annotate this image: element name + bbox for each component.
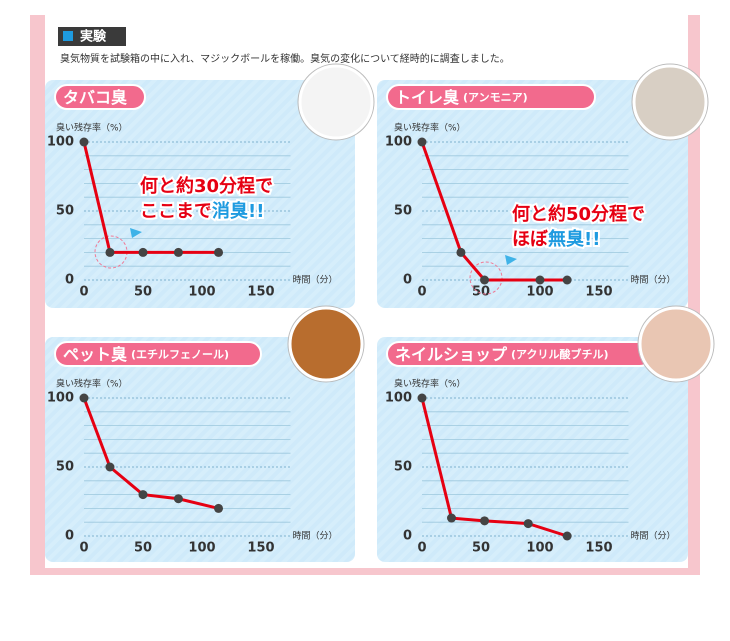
y-tick-label: 100 bbox=[47, 391, 74, 406]
chart-title-text: ネイルショップ bbox=[395, 345, 508, 364]
x-tick-label: 100 bbox=[188, 285, 215, 300]
photo bbox=[638, 306, 714, 382]
chart-title: トイレ臭 (アンモニア) bbox=[395, 88, 528, 107]
x-tick-label: 50 bbox=[134, 285, 152, 300]
panel bbox=[377, 337, 688, 562]
data-point bbox=[523, 519, 533, 529]
x-tick-label: 150 bbox=[585, 285, 612, 300]
photo bbox=[298, 64, 374, 140]
y-axis-label: 臭い残存率（%） bbox=[394, 378, 466, 390]
chart-subtitle: (エチルフェノール) bbox=[131, 348, 229, 361]
photo-ring bbox=[637, 305, 715, 383]
x-tick-label: 50 bbox=[472, 285, 490, 300]
y-tick-label: 0 bbox=[65, 273, 74, 288]
x-tick-label: 150 bbox=[247, 541, 274, 556]
x-axis-label: 時間（分） bbox=[631, 275, 676, 286]
y-tick-label: 0 bbox=[65, 529, 74, 544]
x-tick-label: 0 bbox=[79, 541, 88, 556]
y-tick-label: 100 bbox=[385, 135, 412, 150]
annotation: 何と約50分程で bbox=[512, 203, 645, 225]
annotation-text: ここまで bbox=[140, 201, 212, 222]
data-point bbox=[480, 516, 490, 526]
chart-title-text: トイレ臭 bbox=[395, 88, 459, 107]
annotation-text: ほぼ bbox=[512, 229, 549, 250]
annotation: ほぼ無臭!! bbox=[512, 228, 600, 250]
data-point bbox=[138, 247, 148, 257]
x-axis-label: 時間（分） bbox=[293, 531, 338, 542]
y-tick-label: 0 bbox=[403, 273, 412, 288]
photo bbox=[288, 306, 364, 382]
annotation: 何と約30分程で bbox=[140, 175, 273, 197]
panel bbox=[45, 337, 355, 562]
x-tick-label: 50 bbox=[134, 541, 152, 556]
x-tick-label: 0 bbox=[79, 285, 88, 300]
annotation-arrow bbox=[505, 255, 517, 265]
data-point bbox=[214, 503, 224, 513]
data-point bbox=[79, 393, 89, 403]
data-point bbox=[105, 462, 115, 472]
photo-ring bbox=[297, 63, 375, 141]
y-tick-label: 50 bbox=[56, 460, 74, 475]
y-tick-label: 100 bbox=[47, 135, 74, 150]
x-axis-label: 時間（分） bbox=[631, 531, 676, 542]
x-tick-label: 150 bbox=[247, 285, 274, 300]
photo bbox=[632, 64, 708, 140]
chart-subtitle: (アンモニア) bbox=[463, 91, 528, 104]
y-tick-label: 0 bbox=[403, 529, 412, 544]
data-point bbox=[562, 531, 572, 541]
annotation-text: 無臭!! bbox=[548, 228, 600, 250]
data-point bbox=[562, 275, 572, 285]
data-point bbox=[173, 247, 183, 257]
header-icon bbox=[63, 31, 73, 41]
data-point bbox=[535, 275, 545, 285]
data-point bbox=[214, 247, 224, 257]
x-tick-label: 0 bbox=[417, 285, 426, 300]
y-axis-label: 臭い残存率（%） bbox=[394, 122, 466, 134]
y-axis-label: 臭い残存率（%） bbox=[56, 378, 128, 390]
annotation: ここまで消臭!! bbox=[140, 200, 264, 222]
photo-ring bbox=[287, 305, 365, 383]
data-point bbox=[480, 275, 490, 285]
data-point bbox=[456, 247, 466, 257]
y-tick-label: 100 bbox=[385, 391, 412, 406]
title-pill bbox=[54, 341, 262, 367]
x-tick-label: 50 bbox=[472, 541, 490, 556]
annotation-text: 何と約30分程で bbox=[140, 175, 273, 197]
chart-title-text: タバコ臭 bbox=[63, 88, 127, 107]
data-point bbox=[173, 494, 183, 504]
description: 臭気物質を試験箱の中に入れ、マジックボールを稼働。臭気の変化について経時的に調査… bbox=[60, 52, 510, 65]
panel bbox=[377, 80, 688, 308]
y-tick-label: 50 bbox=[394, 204, 412, 219]
photo-ring bbox=[631, 63, 709, 141]
chart-title: タバコ臭 bbox=[63, 88, 127, 107]
title-pill bbox=[54, 84, 146, 110]
y-axis-label: 臭い残存率（%） bbox=[56, 122, 128, 134]
data-point bbox=[79, 137, 89, 147]
annotation-arrow bbox=[130, 228, 142, 238]
header-tag bbox=[58, 27, 126, 46]
y-tick-label: 50 bbox=[56, 204, 74, 219]
annotation-text: 何と約50分程で bbox=[512, 203, 645, 225]
header-title: 実験 bbox=[80, 29, 107, 45]
x-tick-label: 100 bbox=[526, 541, 553, 556]
annotation-text: 消臭!! bbox=[212, 200, 264, 222]
data-point bbox=[447, 513, 456, 523]
chart-title-text: ペット臭 bbox=[63, 345, 127, 364]
chart-title: ネイルショップ (アクリル酸ブチル) bbox=[395, 345, 609, 364]
data-point bbox=[417, 137, 427, 147]
data-point bbox=[138, 490, 148, 500]
chart-subtitle: (アクリル酸ブチル) bbox=[511, 347, 609, 361]
x-tick-label: 150 bbox=[585, 541, 612, 556]
y-tick-label: 50 bbox=[394, 460, 412, 475]
x-tick-label: 100 bbox=[188, 541, 215, 556]
data-point bbox=[105, 247, 115, 257]
title-pill bbox=[386, 84, 596, 110]
data-point bbox=[417, 393, 427, 403]
chart-title: ペット臭 (エチルフェノール) bbox=[63, 345, 229, 364]
x-tick-label: 0 bbox=[417, 541, 426, 556]
x-tick-label: 100 bbox=[526, 285, 553, 300]
highlight-circle bbox=[469, 261, 503, 295]
x-axis-label: 時間（分） bbox=[293, 275, 338, 286]
